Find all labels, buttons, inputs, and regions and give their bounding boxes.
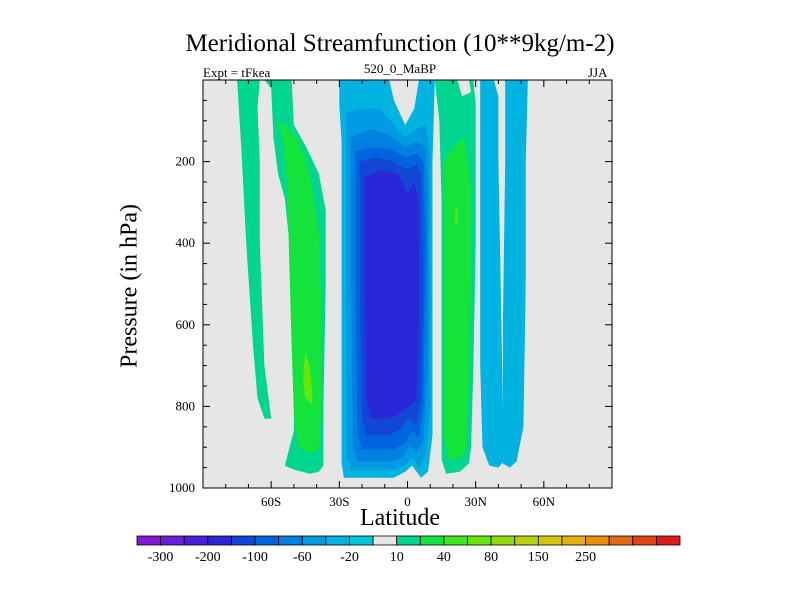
- colorbar-label: -20: [340, 550, 359, 565]
- x-tick-label: 30N: [464, 494, 487, 509]
- y-tick-label: 200: [176, 154, 196, 169]
- colorbar-boxes: [136, 535, 681, 546]
- colorbar-swatch: [278, 535, 303, 546]
- colorbar-label: -100: [242, 550, 268, 565]
- colorbar-swatch: [183, 535, 209, 546]
- colorbar-label: 10: [390, 550, 404, 565]
- colorbar-swatch: [207, 535, 232, 546]
- colorbar-label: -60: [293, 550, 312, 565]
- x-tick-label: 30S: [329, 494, 349, 509]
- period-label: 520_0_MaBP: [363, 61, 437, 76]
- contour-sh-cell-inner: [278, 120, 322, 454]
- colorbar-swatch: [561, 535, 586, 546]
- x-tick-label: 0: [404, 494, 411, 509]
- colorbar-swatch: [231, 535, 256, 546]
- axis-ticks: 60S 30S 0 30N 60N 200 400 600 800 1000: [169, 80, 612, 509]
- y-tick-label: 800: [176, 398, 196, 413]
- colorbar-swatch: [301, 535, 327, 546]
- colorbar-swatch: [490, 535, 516, 546]
- colorbar-swatch: [254, 535, 280, 546]
- colorbar-swatch: [537, 535, 563, 546]
- colorbar-labels: -300 -200 -100 -60 -20 10 40 80 150 250: [148, 550, 596, 565]
- x-axis-label: Latitude: [360, 505, 440, 531]
- colorbar-label: -300: [148, 550, 174, 565]
- contour-nh-midlat-north: [502, 80, 528, 468]
- colorbar-label: -200: [195, 550, 221, 565]
- colorbar-swatch: [372, 535, 398, 546]
- colorbar-swatch: [419, 535, 445, 546]
- x-tick-label: 60S: [261, 494, 281, 509]
- colorbar-swatch: [655, 535, 681, 546]
- experiment-label: Expt = tFkea: [203, 65, 271, 80]
- colorbar-swatch: [325, 535, 350, 546]
- y-tick-label: 600: [176, 317, 196, 332]
- contour-nh-cell-inner: [443, 137, 472, 460]
- colorbar-swatch: [632, 535, 657, 546]
- colorbar-label: 250: [575, 550, 596, 565]
- contour-regions: [237, 80, 528, 478]
- colorbar-label: 150: [528, 550, 549, 565]
- contour-nh-midlat-outer: [480, 80, 506, 468]
- colorbar-label: 80: [484, 550, 498, 565]
- colorbar-swatch: [443, 535, 468, 546]
- contour-sh-tropical-core: [364, 169, 419, 419]
- contour-sh-cell-core: [303, 351, 313, 405]
- chart-title: Meridional Streamfunction (10**9kg/m-2): [185, 30, 615, 57]
- y-tick-label: 400: [176, 235, 196, 250]
- season-label: JJA: [588, 65, 608, 80]
- colorbar-swatch: [608, 535, 634, 546]
- colorbar-swatch: [585, 535, 610, 546]
- colorbar-swatch: [396, 535, 421, 546]
- colorbar-swatch: [514, 535, 539, 546]
- colorbar-swatch: [136, 535, 162, 546]
- colorbar-swatch: [467, 535, 492, 546]
- x-tick-label: 60N: [533, 494, 556, 509]
- y-tick-label: 1000: [169, 480, 195, 495]
- plot-frame: [202, 79, 613, 489]
- colorbar-swatch: [349, 535, 374, 546]
- contour-nh-cell-core: [455, 208, 458, 227]
- colorbar-swatch: [160, 535, 185, 546]
- colorbar-label: 40: [437, 550, 451, 565]
